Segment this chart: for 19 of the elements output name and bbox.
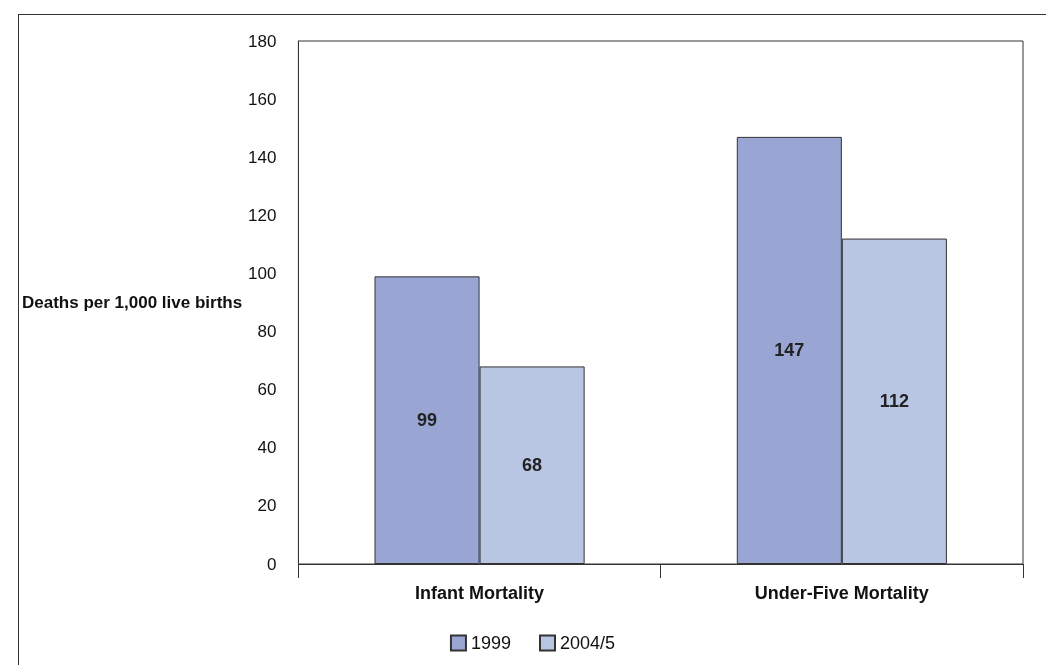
x-tick-label: Under-Five Mortality: [754, 583, 929, 603]
data-label: 68: [522, 455, 543, 476]
x-tick-label: Infant Mortality: [415, 583, 545, 603]
data-label: 99: [417, 410, 438, 431]
legend-label: 2004/5: [559, 633, 616, 653]
y-tick-label: 180: [248, 31, 277, 51]
y-tick-label: 80: [257, 322, 277, 342]
y-tick-label: 20: [257, 496, 277, 516]
data-label: 147: [774, 340, 805, 361]
y-tick-label: 120: [248, 205, 277, 225]
y-tick-label: 160: [248, 89, 277, 109]
data-label: 112: [879, 391, 909, 412]
y-tick-label: 0: [266, 554, 277, 574]
y-tick-label: 40: [257, 438, 277, 458]
y-tick-label: 140: [248, 147, 277, 167]
y-tick-label: 100: [248, 263, 277, 283]
y-tick-label: 60: [257, 380, 277, 400]
legend-label: 1999: [470, 633, 511, 653]
y-axis-title: Deaths per 1,000 live births: [22, 293, 243, 312]
